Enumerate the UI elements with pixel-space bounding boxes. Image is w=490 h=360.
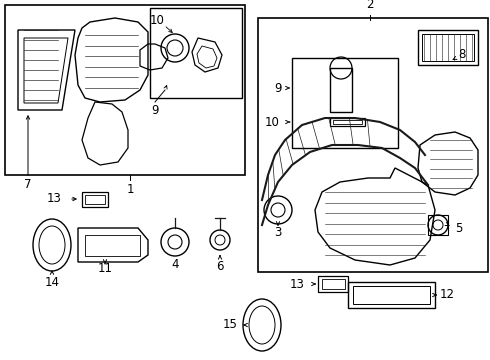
Text: 13: 13 bbox=[290, 278, 305, 291]
Text: 1: 1 bbox=[126, 183, 134, 196]
Text: 7: 7 bbox=[24, 179, 32, 192]
Bar bbox=[418, 30, 478, 65]
Text: 10: 10 bbox=[149, 13, 165, 27]
Text: 5: 5 bbox=[455, 221, 463, 234]
Bar bbox=[330, 68, 352, 112]
Text: 13: 13 bbox=[47, 193, 62, 206]
Text: 4: 4 bbox=[171, 258, 179, 271]
Bar bbox=[150, 8, 242, 98]
Bar bbox=[322, 279, 345, 289]
Text: 3: 3 bbox=[274, 225, 282, 238]
Text: 15: 15 bbox=[223, 319, 238, 332]
Text: 10: 10 bbox=[265, 116, 280, 129]
Text: 14: 14 bbox=[45, 275, 59, 288]
Bar bbox=[258, 18, 488, 272]
Bar bbox=[330, 118, 365, 126]
Bar bbox=[353, 286, 430, 304]
Text: 12: 12 bbox=[440, 288, 455, 302]
Bar bbox=[333, 120, 362, 124]
Text: 9: 9 bbox=[151, 104, 159, 117]
Bar bbox=[348, 282, 435, 308]
Text: 8: 8 bbox=[458, 49, 466, 62]
Text: 2: 2 bbox=[366, 0, 374, 11]
Bar bbox=[85, 235, 140, 256]
Text: 6: 6 bbox=[216, 260, 224, 273]
Bar bbox=[318, 276, 348, 292]
Text: 9: 9 bbox=[274, 81, 282, 94]
Bar bbox=[428, 215, 448, 235]
Bar bbox=[5, 5, 245, 175]
Bar bbox=[82, 192, 108, 207]
Bar bbox=[422, 34, 474, 61]
Text: 11: 11 bbox=[98, 261, 113, 274]
Bar bbox=[292, 58, 398, 148]
Bar bbox=[85, 195, 105, 204]
